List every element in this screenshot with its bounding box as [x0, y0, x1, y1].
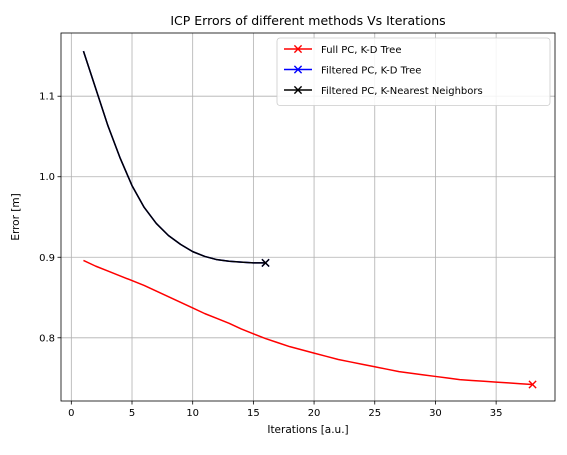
x-tick-label: 10	[186, 408, 199, 419]
x-tick-label: 5	[129, 408, 135, 419]
x-tick-label: 20	[308, 408, 321, 419]
legend-item: Filtered PC, K-D Tree	[284, 65, 421, 77]
legend-label: Full PC, K-D Tree	[321, 45, 401, 56]
series-line	[83, 259, 533, 386]
series-line	[82, 50, 266, 264]
chart-title: ICP Errors of different methods Vs Itera…	[170, 13, 445, 28]
y-axis-label: Error [m]	[10, 193, 22, 240]
y-tick-label: 0.9	[39, 253, 55, 264]
series-layer	[82, 50, 537, 389]
legend-item: Filtered PC, K-Nearest Neighbors	[284, 85, 483, 97]
series-end-marker	[528, 380, 537, 389]
x-tick-label: 35	[490, 408, 503, 419]
legend-marker	[293, 85, 303, 95]
legend-frame	[276, 37, 551, 106]
x-tick-label: 25	[368, 408, 381, 419]
y-tick-label: 1.0	[39, 172, 55, 183]
legend-marker	[293, 44, 303, 54]
plot-frame	[60, 32, 556, 402]
y-tick-label: 0.8	[39, 333, 55, 344]
legend-label: Filtered PC, K-D Tree	[321, 66, 421, 77]
legend: Full PC, K-D Tree Filtered PC, K-D Tree Fi…	[276, 37, 551, 106]
legend-marker	[293, 65, 303, 74]
series-3	[82, 50, 270, 267]
legend-label: Filtered PC, K-Nearest Neighbors	[321, 86, 483, 97]
x-axis-ticks: 0 5 10 15 20 25 30 35	[68, 401, 502, 419]
series-1	[83, 259, 537, 389]
x-tick-label: 0	[68, 408, 74, 419]
y-tick-label: 1.1	[39, 92, 55, 103]
x-tick-label: 15	[247, 408, 260, 419]
legend-item: Full PC, K-D Tree	[284, 44, 401, 56]
y-axis-ticks: 0.8 0.9 1.0 1.1	[39, 92, 61, 344]
x-axis-label: Iterations [a.u.]	[267, 424, 348, 436]
x-tick-label: 30	[429, 408, 442, 419]
series-end-marker	[261, 258, 270, 267]
